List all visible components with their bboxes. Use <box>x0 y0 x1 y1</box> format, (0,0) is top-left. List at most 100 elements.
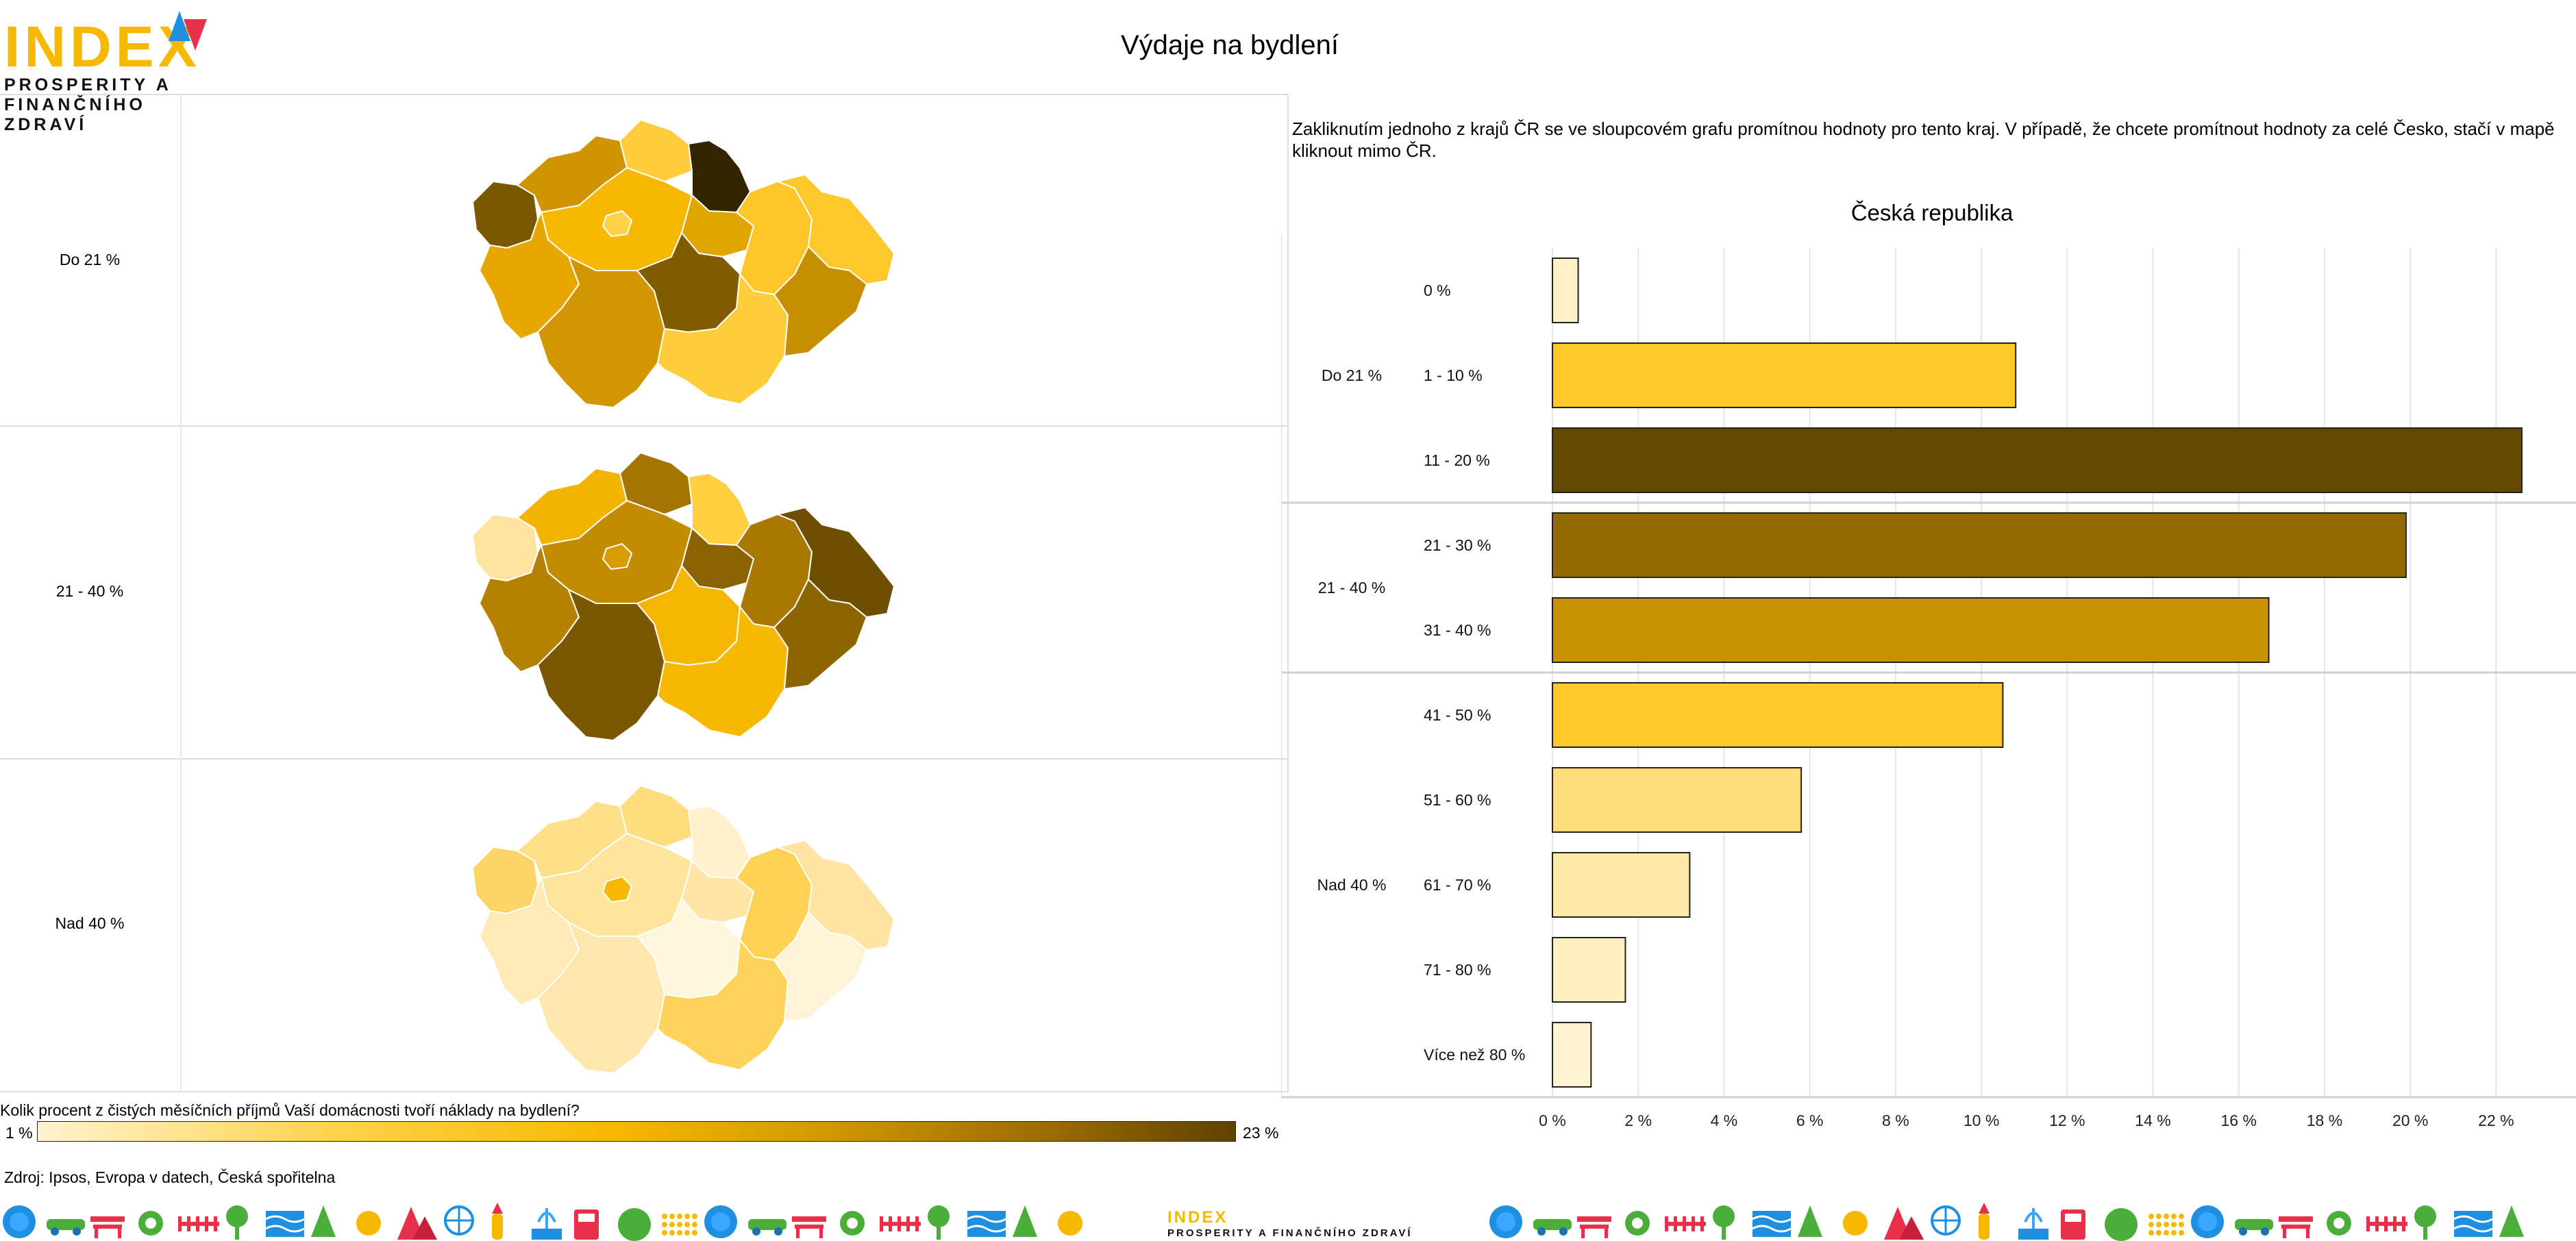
bench-icon <box>2279 1216 2313 1238</box>
x-tick-label: 22 % <box>2478 1112 2514 1129</box>
bar[interactable] <box>1552 512 2407 578</box>
x-tick-label: 12 % <box>2049 1112 2085 1129</box>
region-moravskoslezsky[interactable] <box>775 839 895 951</box>
mountain-icon <box>397 1207 437 1240</box>
sun-icon <box>356 1211 381 1236</box>
footer-decoration-left <box>3 1203 1082 1241</box>
footer-logo-word: INDEX <box>1167 1208 1228 1227</box>
car-icon <box>1533 1219 1572 1236</box>
group-label: Nad 40 % <box>1317 876 1386 894</box>
tree-icon <box>226 1205 248 1240</box>
bus-icon <box>2061 1209 2085 1240</box>
logo-word: INDEX <box>4 14 201 79</box>
x-tick-label: 4 % <box>1711 1112 1738 1129</box>
tree-icon <box>2414 1205 2436 1240</box>
fence-icon <box>2366 1216 2407 1231</box>
mountain-icon <box>1884 1207 1924 1240</box>
region-moravskoslezsky[interactable] <box>775 173 895 286</box>
globe-icon <box>1489 1205 1522 1238</box>
category-label: 51 - 60 % <box>1424 791 1491 809</box>
pine-icon <box>2499 1205 2524 1237</box>
footer-logo: INDEX PROSPERITY A FINANČNÍHO ZDRAVÍ <box>1167 1208 1413 1239</box>
fountain-icon <box>532 1208 562 1240</box>
map-czech-regions-do21[interactable] <box>466 103 1014 418</box>
category-label: Více než 80 % <box>1424 1046 1525 1064</box>
gear-icon <box>138 1211 163 1236</box>
ferris-wheel-icon <box>1931 1205 1961 1236</box>
instruction-text: Zakliknutím jednoho z krajů ČR se ve slo… <box>1292 118 2555 161</box>
bar[interactable] <box>1552 258 1579 323</box>
pine-icon <box>1798 1205 1822 1237</box>
map-czech-regions-nad40[interactable] <box>466 768 1014 1083</box>
x-tick-label: 18 % <box>2307 1112 2342 1129</box>
rocket-icon <box>1979 1203 1990 1240</box>
hill-icon <box>618 1208 651 1241</box>
category-label: 21 - 30 % <box>1424 536 1491 554</box>
gear-icon <box>840 1211 865 1236</box>
gear-icon <box>1625 1211 1650 1236</box>
waves-icon <box>967 1211 1006 1237</box>
waves-icon <box>2453 1211 2493 1237</box>
x-tick-label: 8 % <box>1882 1112 1909 1129</box>
ferris-wheel-icon <box>444 1205 474 1236</box>
region-praha[interactable] <box>602 542 633 571</box>
bar[interactable] <box>1552 597 2270 663</box>
tree-icon <box>1713 1205 1735 1240</box>
globe-icon <box>2191 1205 2224 1238</box>
chart-title: Česká republika <box>1850 200 2014 225</box>
category-label: 61 - 70 % <box>1424 876 1491 894</box>
bar[interactable] <box>1552 427 2523 493</box>
bar[interactable] <box>1552 852 1691 918</box>
map-panel-frame <box>0 94 1289 1092</box>
fountain-icon <box>2018 1208 2048 1240</box>
x-tick-label: 10 % <box>1964 1112 1999 1129</box>
region-praha[interactable] <box>602 210 633 238</box>
fence-icon <box>880 1216 921 1231</box>
map-czech-regions-21-40[interactable] <box>466 436 1014 751</box>
bar[interactable] <box>1552 1022 1592 1088</box>
region-zlinsky[interactable] <box>773 245 868 358</box>
group-label: Do 21 % <box>1322 366 1382 384</box>
category-label: 1 - 10 % <box>1424 366 1483 384</box>
tree-icon <box>928 1205 950 1240</box>
bus-icon <box>574 1209 599 1240</box>
crowd-icon <box>2148 1214 2184 1236</box>
logo-subtitle: PROSPERITY A FINANČNÍHO ZDRAVÍ <box>4 75 171 134</box>
logo-triangles-icon <box>169 11 207 51</box>
map-row-label-nad40: Nad 40 % <box>55 914 125 932</box>
bench-icon <box>90 1216 125 1238</box>
brand-logo: INDEX PROSPERITY A FINANČNÍHO ZDRAVÍ <box>0 0 219 134</box>
bar[interactable] <box>1552 342 2017 408</box>
bar[interactable] <box>1552 937 1626 1003</box>
waves-icon <box>1752 1211 1792 1237</box>
bar[interactable] <box>1552 682 2004 748</box>
rocket-icon <box>492 1203 503 1240</box>
bench-icon <box>792 1216 826 1238</box>
x-tick-label: 20 % <box>2392 1112 2428 1129</box>
x-tick-label: 6 % <box>1796 1112 1824 1129</box>
map-row-label-do21: Do 21 % <box>59 251 121 268</box>
x-tick-label: 14 % <box>2135 1112 2170 1129</box>
region-zlinsky[interactable] <box>773 911 868 1023</box>
map-row-label-21-40: 21 - 40 % <box>55 582 124 600</box>
pine-icon <box>1013 1205 1037 1237</box>
pine-icon <box>311 1205 336 1237</box>
footer-logo-subtitle: PROSPERITY A FINANČNÍHO ZDRAVÍ <box>1167 1227 1413 1239</box>
sun-icon <box>1843 1211 1868 1236</box>
globe-icon <box>3 1205 36 1238</box>
crowd-icon <box>662 1214 697 1236</box>
region-zlinsky[interactable] <box>773 578 868 690</box>
region-praha[interactable] <box>602 875 633 903</box>
sun-icon <box>1058 1211 1082 1236</box>
category-label: 41 - 50 % <box>1424 706 1491 724</box>
region-moravskoslezsky[interactable] <box>775 506 895 618</box>
source-note: Zdroj: Ipsos, Evropa v datech, Česká spo… <box>4 1168 336 1186</box>
bar[interactable] <box>1552 767 1803 833</box>
globe-icon <box>704 1205 737 1238</box>
bar-chart[interactable]: 0 % 2 % 4 % 6 % 8 % 10 % 12 % 14 % 16 % 18 % 20 % 2… <box>1281 233 2576 1137</box>
hill-icon <box>2105 1208 2138 1241</box>
legend-max-label: 23 % <box>1243 1124 1279 1142</box>
car-icon <box>47 1219 85 1236</box>
legend-min-label: 1 % <box>5 1124 33 1142</box>
waves-icon <box>265 1211 305 1237</box>
